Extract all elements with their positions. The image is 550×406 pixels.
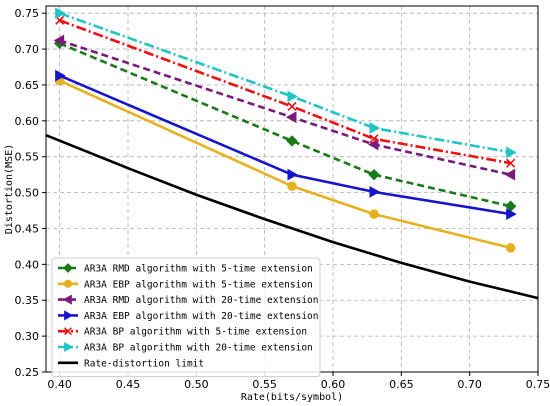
data-point (287, 168, 299, 181)
series-line (59, 11, 511, 154)
data-point (369, 186, 381, 198)
legend-marker (64, 310, 74, 321)
data-point (367, 138, 379, 151)
data-point (286, 135, 298, 147)
data-point (287, 101, 297, 112)
x-tick-label: 0.70 (457, 378, 482, 391)
legend-marker (63, 263, 73, 273)
legend-label: AR3A EBP algorithm with 20-time extensio… (84, 311, 319, 322)
y-tick-label: 0.60 (15, 115, 40, 128)
legend: AR3A RMD algorithm with 5-time extension… (51, 257, 321, 378)
legend-marker (64, 327, 72, 336)
legend-label: AR3A EBP algorithm with 5-time extension (84, 279, 313, 290)
y-tick-label: 0.25 (15, 366, 40, 379)
series-3 (55, 69, 517, 220)
y-tick-label: 0.75 (15, 7, 40, 20)
x-tick-label: 0.65 (389, 378, 414, 391)
x-tick-label: 0.75 (526, 378, 550, 391)
x-axis-label: Rate(bits/symbol) (241, 392, 343, 403)
legend-box (51, 257, 321, 378)
data-point (53, 34, 65, 47)
data-point (368, 168, 380, 181)
data-point (287, 90, 299, 103)
data-point (287, 181, 297, 191)
x-tick-label: 0.40 (47, 378, 72, 391)
legend-item: AR3A EBP algorithm with 5-time extension (58, 279, 313, 290)
series-line (59, 19, 511, 165)
series-line (59, 79, 511, 250)
series-1 (54, 75, 516, 253)
legend-marker (63, 279, 73, 288)
data-point (369, 122, 381, 134)
legend-marker (62, 294, 72, 305)
series-line (45, 133, 539, 300)
data-point (369, 209, 379, 219)
series-line (59, 42, 511, 208)
legend-label: AR3A BP algorithm with 5-time extension (84, 327, 307, 338)
y-tick-label: 0.40 (15, 258, 40, 271)
legend-item: AR3A EBP algorithm with 20-time extensio… (58, 310, 319, 322)
legend-marker (64, 341, 74, 353)
x-tick-label: 0.55 (252, 378, 277, 391)
data-point (55, 7, 66, 20)
legend-item: AR3A RMD algorithm with 20-time extensio… (58, 294, 319, 306)
data-point (285, 111, 297, 124)
data-point (506, 208, 517, 220)
series-line (59, 74, 511, 216)
y-tick-label: 0.50 (15, 187, 40, 200)
y-tick-label: 0.55 (15, 151, 40, 164)
y-axis-label: Distortion(MSE) (4, 144, 15, 234)
y-tick-label: 0.35 (15, 294, 40, 307)
series-4 (55, 15, 516, 168)
y-tick-label: 0.45 (15, 222, 40, 235)
legend-item: AR3A BP algorithm with 5-time extension (58, 327, 307, 338)
legend-label: AR3A BP algorithm with 20-time extension (84, 343, 313, 354)
series-6 (45, 133, 539, 300)
data-point (55, 69, 66, 82)
data-point (369, 134, 379, 144)
series-0 (53, 37, 517, 212)
data-point (506, 146, 517, 159)
series-2 (53, 34, 516, 181)
data-point (504, 168, 516, 181)
data-point (505, 243, 516, 253)
legend-item: AR3A RMD algorithm with 5-time extension (58, 263, 313, 275)
series-line (59, 39, 511, 176)
y-tick-label: 0.70 (15, 43, 40, 56)
x-tick-label: 0.50 (184, 378, 209, 391)
legend-label: AR3A RMD algorithm with 20-time extensio… (84, 295, 319, 306)
legend-item: AR3A BP algorithm with 20-time extension (58, 341, 313, 354)
legend-label: Rate-distortion limit (84, 358, 204, 369)
series-lines (45, 7, 539, 300)
y-tick-label: 0.30 (15, 330, 40, 343)
y-tick-label: 0.65 (15, 79, 40, 92)
data-point (506, 158, 516, 168)
x-tick-label: 0.45 (116, 378, 141, 391)
legend-label: AR3A RMD algorithm with 5-time extension (84, 264, 313, 275)
series-5 (55, 7, 517, 159)
axis-ticks: 0.40 0.45 0.50 0.55 0.60 0.65 0.70 0.75 0.25 0.30… (15, 7, 550, 391)
legend-item: Rate-distortion limit (58, 358, 204, 369)
x-tick-label: 0.60 (321, 378, 346, 391)
